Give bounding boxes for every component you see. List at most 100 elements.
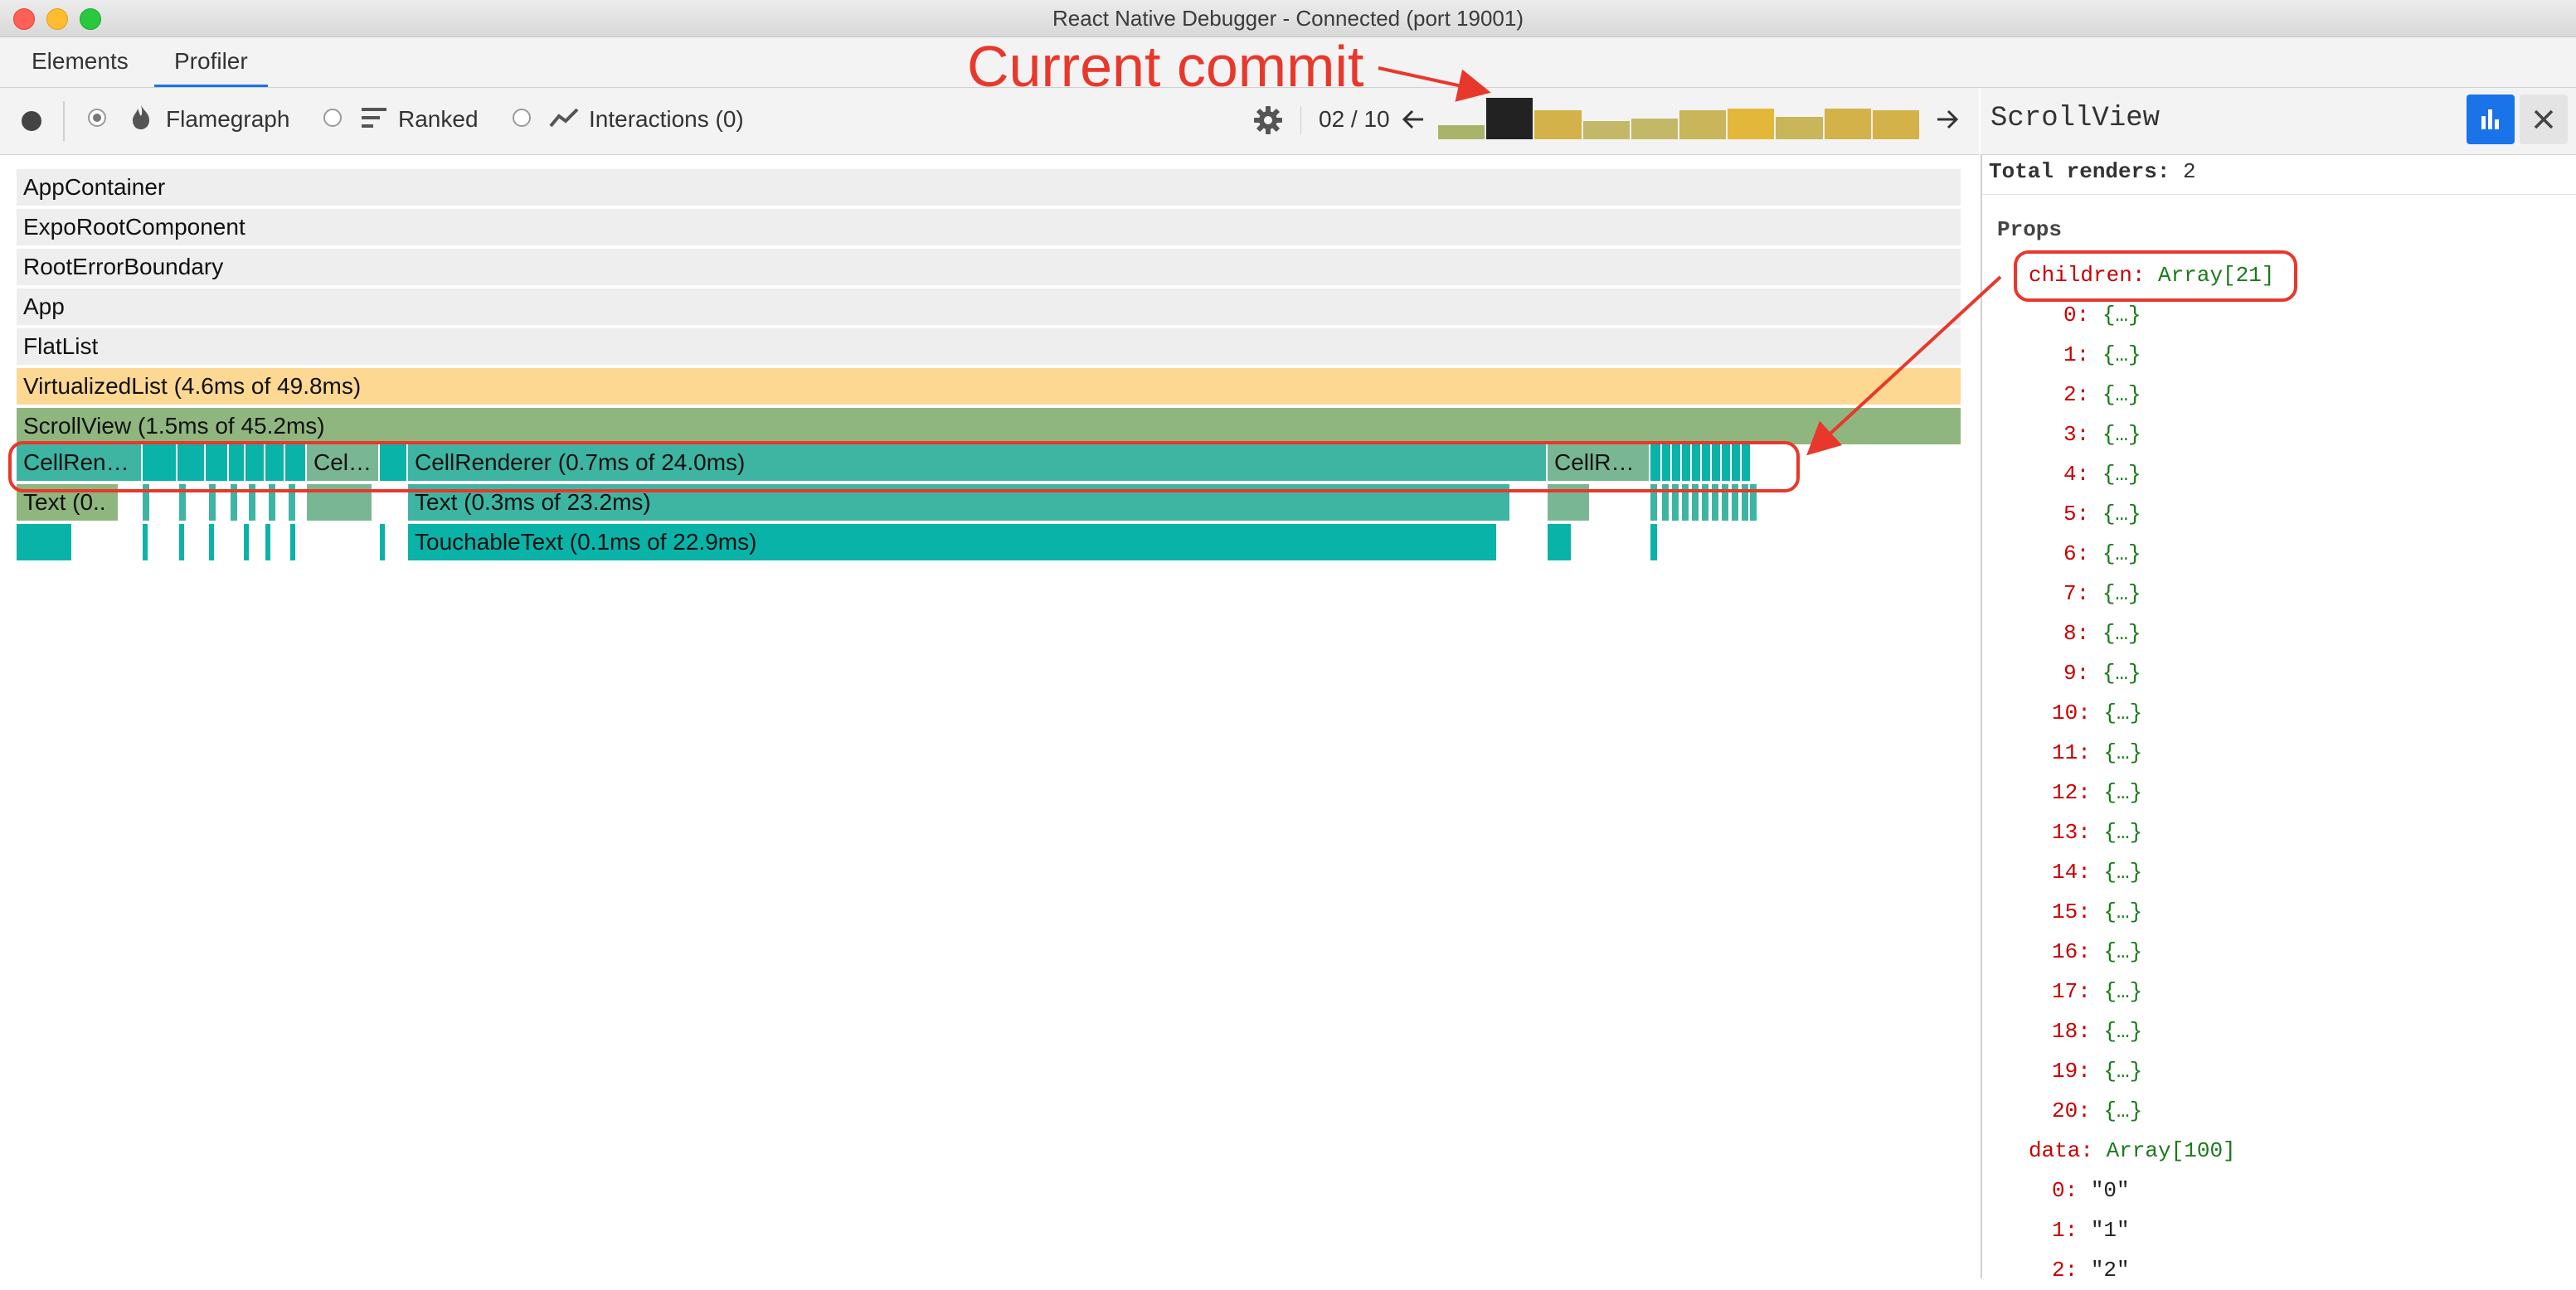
children-item[interactable]: 8: {…} — [2063, 613, 2141, 653]
commit-bar-selected[interactable] — [1486, 98, 1533, 139]
commit-bar[interactable] — [1631, 119, 1678, 139]
flame-node-exporootcomponent[interactable]: ExpoRootComponent — [17, 209, 1962, 245]
flame-node[interactable] — [1692, 484, 1699, 521]
commit-bar[interactable] — [1582, 120, 1630, 139]
flame-node[interactable] — [1732, 444, 1740, 481]
flame-node[interactable] — [249, 484, 255, 521]
flame-node[interactable] — [1712, 444, 1720, 481]
flame-node[interactable] — [1650, 524, 1659, 560]
flame-node-rooterrorboundary[interactable]: RootErrorBoundary — [17, 249, 1962, 285]
children-item[interactable]: 5: {…} — [2063, 494, 2141, 534]
children-item[interactable]: 7: {…} — [2063, 574, 2141, 613]
children-item[interactable]: 6: {…} — [2063, 534, 2141, 574]
flame-node-app[interactable]: App — [17, 289, 1962, 325]
tab-profiler[interactable]: Profiler — [154, 37, 268, 87]
previous-commit-arrow-icon[interactable] — [1402, 108, 1425, 131]
flame-node-cellrenderer[interactable]: CellR… — [1548, 444, 1650, 481]
children-item[interactable]: 20: {…} — [2052, 1091, 2142, 1131]
children-item[interactable]: 13: {…} — [2052, 812, 2142, 852]
flame-node[interactable] — [1672, 444, 1680, 481]
close-panel-button[interactable] — [2520, 95, 2568, 144]
commit-bar[interactable] — [1824, 108, 1871, 139]
data-item[interactable]: 0: "0" — [2052, 1171, 2130, 1210]
flamegraph-label[interactable]: Flamegraph — [166, 106, 290, 132]
children-item[interactable]: 14: {…} — [2052, 852, 2142, 892]
flame-node-appcontainer[interactable]: AppContainer — [17, 169, 1962, 206]
commit-bar[interactable] — [1728, 108, 1775, 139]
flame-node[interactable] — [1662, 444, 1670, 481]
children-prop[interactable]: children: Array[21] — [2029, 255, 2274, 295]
flame-node[interactable] — [1672, 484, 1679, 521]
flame-node[interactable] — [17, 524, 73, 560]
data-item[interactable]: 2: "2" — [2052, 1250, 2130, 1290]
flame-node[interactable] — [290, 524, 295, 560]
settings-gear-icon[interactable] — [1254, 106, 1282, 134]
next-commit-arrow-icon[interactable] — [1936, 108, 1959, 131]
flame-node[interactable] — [179, 524, 184, 560]
flame-node-scrollview[interactable]: ScrollView (1.5ms of 45.2ms) — [17, 408, 1962, 444]
flame-node-cellrenderer[interactable]: Cel… — [307, 444, 380, 481]
flame-node[interactable] — [1702, 444, 1710, 481]
flame-node[interactable] — [269, 484, 275, 521]
flame-node[interactable] — [1692, 444, 1700, 481]
flame-node[interactable] — [380, 444, 408, 481]
children-item[interactable]: 12: {…} — [2052, 773, 2142, 812]
children-item[interactable]: 18: {…} — [2052, 1011, 2142, 1051]
flame-node[interactable] — [285, 444, 307, 481]
flame-node-virtualizedlist[interactable]: VirtualizedList (4.6ms of 49.8ms) — [17, 368, 1962, 405]
flame-node-group[interactable] — [0, 484, 1979, 521]
commit-bar[interactable] — [1534, 110, 1582, 139]
children-item[interactable]: 1: {…} — [2063, 335, 2141, 375]
zoom-window-button[interactable] — [80, 8, 101, 30]
children-item[interactable]: 17: {…} — [2052, 972, 2142, 1011]
data-item[interactable]: 1: "1" — [2052, 1210, 2130, 1250]
flame-node[interactable] — [143, 444, 177, 481]
children-item[interactable]: 16: {…} — [2052, 932, 2142, 972]
flame-node[interactable] — [1750, 484, 1757, 521]
children-item[interactable]: 19: {…} — [2052, 1051, 2142, 1091]
children-item[interactable]: 4: {…} — [2063, 454, 2141, 494]
commit-bar[interactable] — [1438, 124, 1485, 139]
interactions-label[interactable]: Interactions (0) — [589, 106, 744, 132]
children-item[interactable]: 0: {…} — [2063, 295, 2141, 335]
children-item[interactable]: 2: {…} — [2063, 375, 2141, 415]
flame-node[interactable] — [1702, 484, 1708, 521]
flame-node-group[interactable] — [1650, 444, 1758, 481]
flame-node[interactable] — [1548, 524, 1572, 560]
flame-node[interactable] — [1732, 484, 1738, 521]
flame-node[interactable] — [1650, 484, 1657, 521]
children-item[interactable]: 11: {…} — [2052, 733, 2142, 773]
flame-node[interactable] — [209, 524, 214, 560]
flame-node[interactable] — [1742, 484, 1748, 521]
commit-selector-chart[interactable] — [1438, 98, 1921, 139]
flame-node[interactable] — [1662, 484, 1669, 521]
commit-bar[interactable] — [1776, 116, 1823, 139]
commit-bar[interactable] — [1872, 110, 1919, 139]
flamegraph-radio[interactable] — [88, 109, 106, 127]
children-item[interactable]: 9: {…} — [2063, 653, 2141, 693]
flame-node[interactable] — [179, 484, 186, 521]
ranked-label[interactable]: Ranked — [398, 106, 479, 132]
flame-node[interactable] — [209, 484, 216, 521]
flame-node[interactable] — [265, 444, 285, 481]
flame-node[interactable] — [229, 444, 245, 481]
flame-node-group[interactable] — [0, 524, 1979, 560]
flame-node[interactable] — [380, 524, 385, 560]
flame-node[interactable] — [244, 524, 249, 560]
children-item[interactable]: 15: {…} — [2052, 892, 2142, 932]
children-item[interactable]: 10: {…} — [2052, 693, 2142, 733]
flame-node[interactable] — [1742, 444, 1750, 481]
flame-node[interactable] — [143, 484, 149, 521]
close-window-button[interactable] — [13, 8, 35, 30]
record-button[interactable] — [22, 111, 41, 131]
flame-node[interactable] — [206, 444, 229, 481]
flame-node[interactable] — [289, 484, 295, 521]
commit-bar[interactable] — [1679, 110, 1727, 139]
flame-node-cellrenderer[interactable]: CellRen… — [17, 444, 143, 481]
component-chart-button[interactable] — [2467, 95, 2515, 144]
flame-node[interactable] — [265, 524, 270, 560]
flame-node[interactable] — [1682, 444, 1690, 481]
children-item[interactable]: 3: {…} — [2063, 415, 2141, 454]
flame-node[interactable] — [231, 484, 237, 521]
flame-node[interactable] — [245, 444, 265, 481]
